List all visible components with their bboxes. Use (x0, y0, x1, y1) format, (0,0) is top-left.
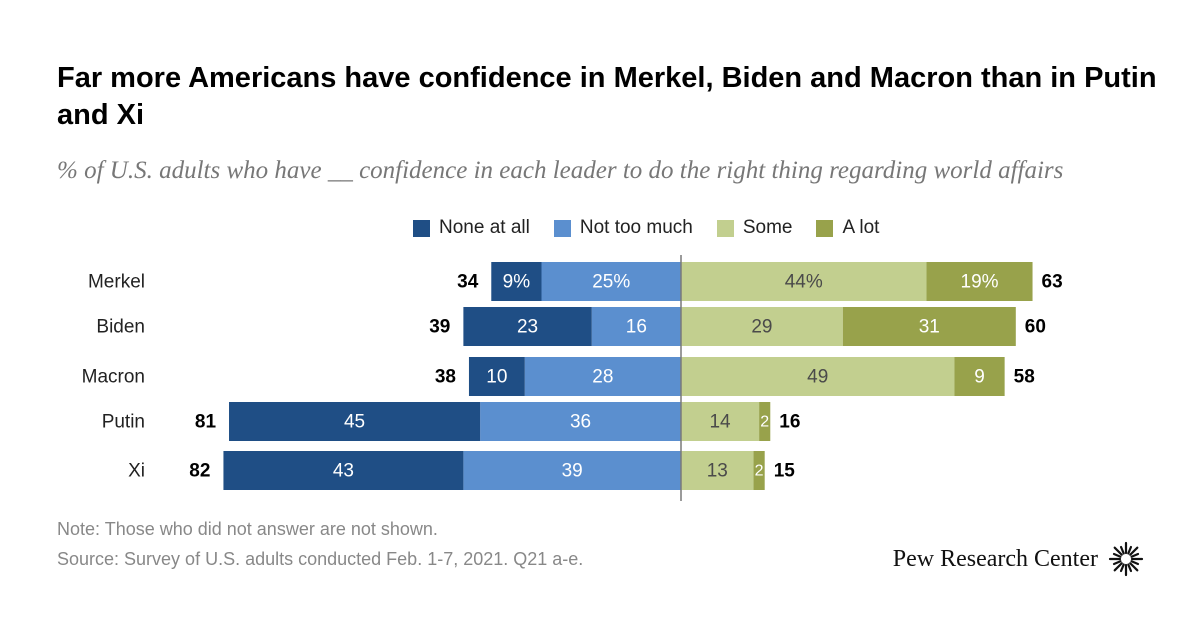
total-positive-merkel: 63 (1042, 272, 1063, 293)
legend-swatch-some (716, 219, 734, 237)
bar-some-merkel (681, 262, 927, 301)
bar-not-too-much-merkel (541, 262, 681, 301)
data-label-some-merkel: 44% (785, 272, 823, 293)
pew-sunburst-logo-icon (1108, 541, 1144, 577)
data-label-not-too-much-xi: 39 (562, 461, 583, 482)
bar-a-lot-biden (842, 307, 1016, 346)
legend-label-not-too-much: Not too much (579, 217, 693, 238)
data-label-a-lot-macron: 9 (974, 367, 985, 388)
total-positive-biden: 60 (1025, 317, 1046, 338)
total-negative-macron: 38 (435, 367, 456, 388)
bar-none-at-all-macron (468, 357, 525, 396)
footnote: Note: Those who did not answer are not s… (57, 519, 438, 539)
data-label-none-at-all-putin: 45 (344, 412, 365, 433)
total-positive-putin: 16 (779, 412, 800, 433)
data-label-not-too-much-merkel: 25% (592, 272, 630, 293)
legend-swatch-a-lot (816, 219, 834, 237)
bar-a-lot-putin (759, 402, 771, 441)
legend-item-none-at-all: None at all (413, 217, 530, 239)
legend-label-some: Some (742, 217, 793, 238)
total-negative-merkel: 34 (457, 272, 479, 293)
total-negative-biden: 39 (429, 317, 450, 338)
category-label-merkel: Merkel (88, 272, 145, 293)
bar-some-macron (681, 357, 955, 396)
data-label-none-at-all-merkel: 9% (503, 272, 531, 293)
bar-none-at-all-putin (229, 402, 481, 441)
total-negative-putin: 81 (195, 412, 217, 433)
legend-item-not-too-much: Not too much (553, 217, 693, 239)
legend-label-a-lot: A lot (842, 217, 880, 238)
bar-not-too-much-putin (480, 402, 681, 441)
data-label-some-xi: 13 (707, 461, 728, 482)
category-label-putin: Putin (102, 412, 145, 433)
data-label-a-lot-merkel: 19% (961, 272, 999, 293)
total-negative-xi: 82 (189, 461, 210, 482)
legend-item-a-lot: A lot (816, 217, 879, 239)
chart-title: Far more Americans have confidence in Me… (57, 62, 1157, 131)
data-label-not-too-much-putin: 36 (570, 412, 591, 433)
category-label-biden: Biden (96, 317, 145, 338)
chart-subtitle: % of U.S. adults who have __ confidence … (57, 157, 1064, 184)
bar-none-at-all-xi (223, 451, 464, 490)
bar-some-biden (681, 307, 843, 346)
category-label-xi: Xi (128, 461, 145, 482)
bar-some-putin (681, 402, 760, 441)
bar-a-lot-merkel (926, 262, 1033, 301)
data-label-some-biden: 29 (751, 317, 772, 338)
legend-swatch-not-too-much (553, 219, 571, 237)
bar-not-too-much-biden (591, 307, 681, 346)
bar-none-at-all-biden (463, 307, 592, 346)
source-note: Source: Survey of U.S. adults conducted … (57, 549, 584, 569)
data-label-a-lot-biden: 31 (919, 317, 940, 338)
legend: None at all Not too much Some A lot (413, 216, 903, 240)
total-positive-macron: 58 (1014, 367, 1035, 388)
legend-swatch-none-at-all (413, 219, 430, 237)
legend-label-none-at-all: None at all (439, 217, 530, 238)
bar-a-lot-xi (753, 451, 765, 490)
legend-item-some: Some (716, 217, 793, 239)
bar-not-too-much-macron (524, 357, 681, 396)
total-positive-xi: 15 (774, 461, 796, 482)
data-label-none-at-all-macron: 10 (486, 367, 507, 388)
brand-name: Pew Research Center (892, 545, 1098, 572)
bar-some-xi (681, 451, 754, 490)
data-label-not-too-much-biden: 16 (626, 317, 647, 338)
bar-not-too-much-xi (463, 451, 681, 490)
brand: Pew Research Center (893, 541, 1144, 577)
data-label-none-at-all-biden: 23 (517, 317, 538, 338)
data-label-a-lot-putin: 2 (760, 414, 769, 431)
bar-none-at-all-merkel (491, 262, 542, 301)
bar-a-lot-macron (954, 357, 1005, 396)
data-label-not-too-much-macron: 28 (592, 367, 613, 388)
data-label-none-at-all-xi: 43 (333, 461, 354, 482)
data-label-some-putin: 14 (709, 412, 731, 433)
category-label-macron: Macron (82, 367, 145, 388)
data-label-some-macron: 49 (807, 367, 828, 388)
data-label-a-lot-xi: 2 (755, 463, 764, 480)
